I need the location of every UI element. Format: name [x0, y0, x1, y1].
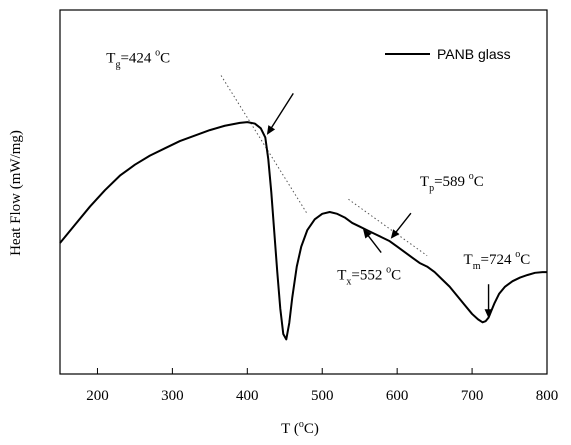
- x-tick-label: 300: [161, 388, 184, 404]
- annotation-arrow-tx: [366, 233, 382, 254]
- annotation-value: =424: [120, 50, 155, 66]
- tangent-line-2: [348, 198, 428, 257]
- annotation-symbol: T: [464, 252, 473, 268]
- annotation-superscript: o: [386, 265, 391, 276]
- annotation-superscript: o: [155, 47, 160, 58]
- tangent-lines: [220, 75, 428, 257]
- annotation-subscript: g: [115, 59, 120, 70]
- annotation-superscript: o: [515, 249, 520, 260]
- legend-label: PANB glass: [437, 46, 511, 62]
- annotation-arrowhead-tx: [363, 228, 372, 239]
- series-group: [59, 121, 547, 341]
- annotation-unit: C: [474, 174, 484, 190]
- annotation-symbol: T: [106, 50, 115, 66]
- annotation-unit: C: [391, 268, 401, 284]
- annotation-subscript: p: [429, 183, 434, 194]
- annotation-subscript: m: [473, 261, 481, 272]
- legend: PANB glass: [385, 46, 511, 62]
- x-axis-label-tail: C): [304, 421, 319, 437]
- x-tick-label: 700: [461, 388, 484, 404]
- annotation-value: =724: [481, 252, 516, 268]
- tangent-line-1: [220, 75, 308, 215]
- x-axis-ticks: 200 300 400 500 600 700 800: [86, 368, 558, 404]
- annotation-unit: C: [160, 50, 170, 66]
- annotation-arrow-tg: [269, 93, 294, 131]
- annotation-symbol: T: [420, 174, 429, 190]
- annotation-superscript: o: [469, 171, 474, 182]
- x-tick-label: 400: [236, 388, 259, 404]
- x-tick-label: 200: [86, 388, 109, 404]
- x-tick-label: 600: [386, 388, 409, 404]
- series-line: [59, 121, 547, 341]
- annotation-arrowhead-tg: [266, 125, 276, 135]
- annotation-value: =552: [351, 268, 386, 284]
- plot-frame: [59, 9, 548, 375]
- annotation-arrowhead-tm: [484, 309, 493, 319]
- annotation-tx: Tx=552 oC: [337, 265, 401, 288]
- annotation-tp: Tp=589 oC: [420, 171, 484, 194]
- y-axis-label: Heat Flow (mW/mg): [8, 130, 24, 256]
- annotation-value: =589: [434, 174, 469, 190]
- annotation-arrowhead-tp: [390, 229, 400, 239]
- annotation-tg: Tg=424 oC: [106, 47, 170, 70]
- annotation-tm: Tm=724 oC: [464, 249, 531, 272]
- x-axis-label: T (oC): [281, 419, 319, 437]
- x-axis-label-sup: o: [299, 419, 304, 430]
- annotation-symbol: T: [337, 268, 346, 284]
- annotation-arrow-tp: [393, 212, 412, 235]
- x-tick-label: 500: [311, 388, 334, 404]
- x-tick-label: 800: [536, 388, 559, 404]
- annotation-unit: C: [520, 252, 530, 268]
- x-axis-label-main: T (: [281, 421, 299, 437]
- annotation-subscript: x: [346, 277, 351, 288]
